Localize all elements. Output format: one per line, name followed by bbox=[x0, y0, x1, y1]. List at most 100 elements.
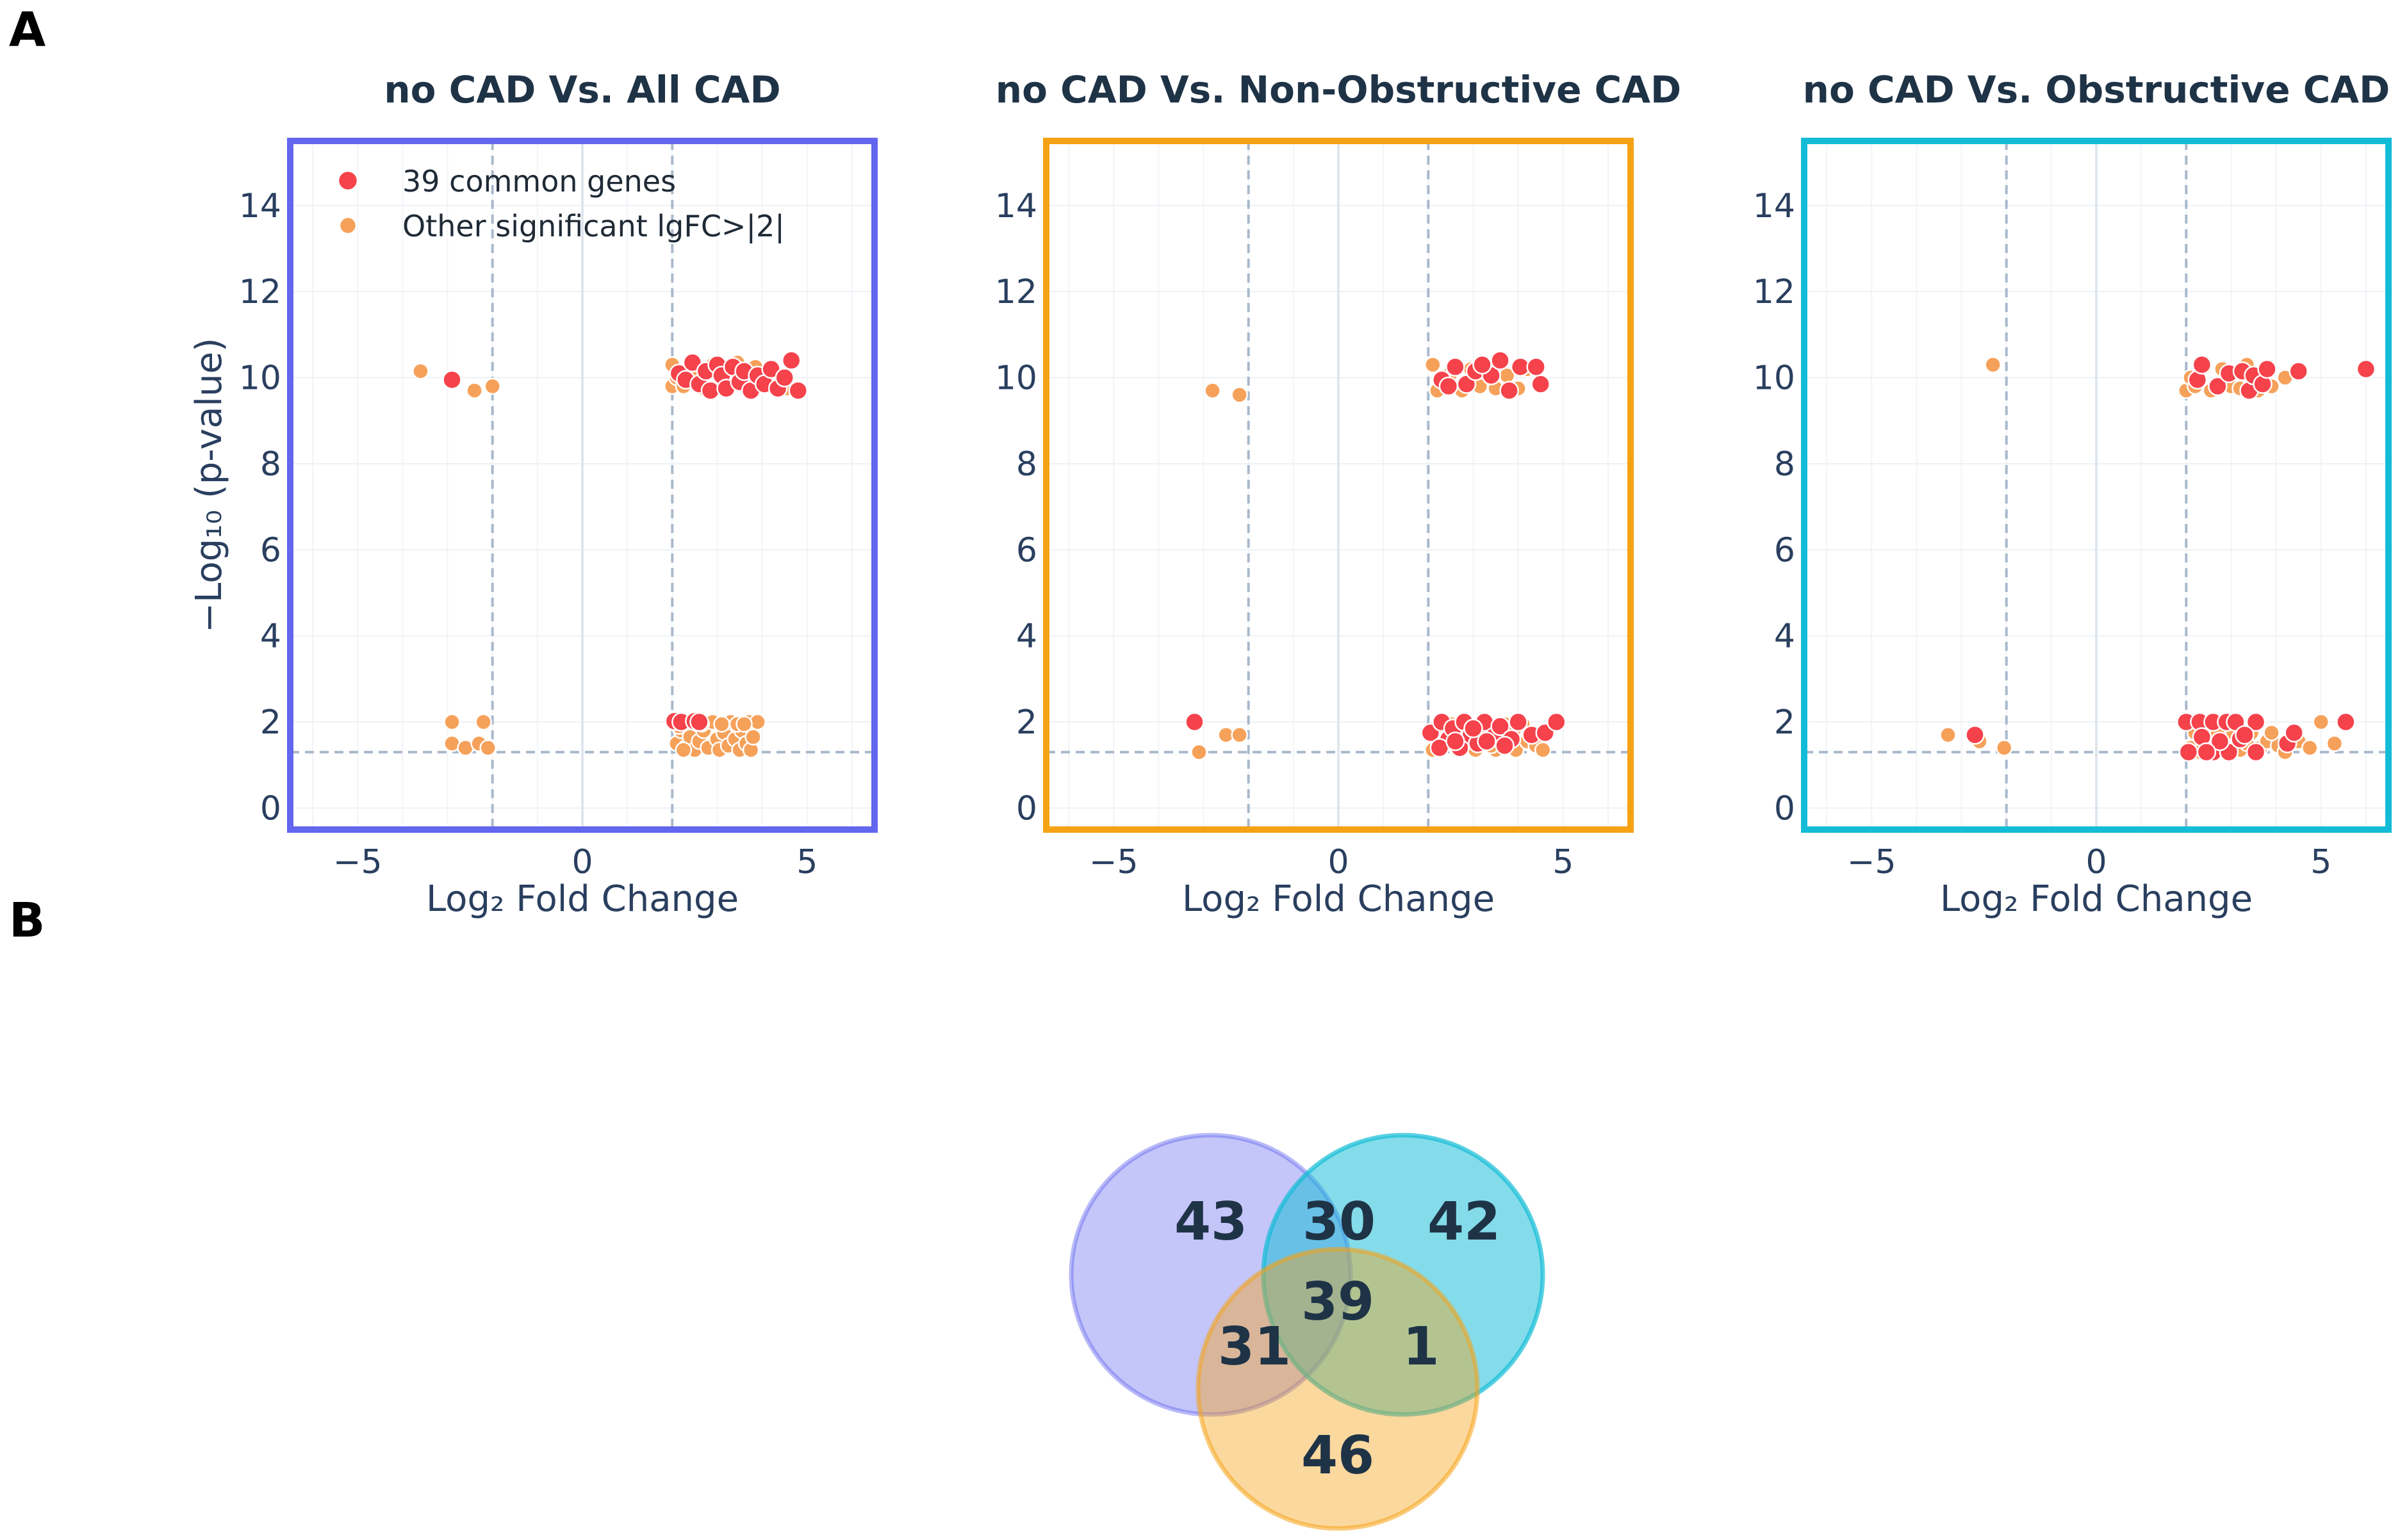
point-common-gene bbox=[2246, 712, 2266, 732]
x-axis-label: Log₂ Fold Change bbox=[426, 878, 739, 920]
point-common-gene bbox=[2289, 361, 2308, 381]
panel-border bbox=[287, 138, 878, 833]
point-other-significant bbox=[1995, 739, 2013, 757]
y-tick-label: 0 bbox=[1774, 789, 1795, 828]
x-tick-label: 5 bbox=[2310, 843, 2331, 881]
plot-title: no CAD Vs. Non-Obstructive CAD bbox=[996, 68, 1681, 111]
venn-count-all-obstructive: 30 bbox=[1303, 1192, 1376, 1252]
point-common-gene bbox=[442, 370, 462, 390]
point-other-significant bbox=[484, 377, 501, 395]
point-common-gene bbox=[2336, 712, 2356, 732]
y-tick-label: 4 bbox=[260, 618, 281, 656]
volcano-plot-obstructive-cad: 0 2 4 6 8 10 12 14 −5 0 5 no CAD Vs. Obstructive CA… bbox=[1753, 68, 2392, 920]
y-tick-label: 4 bbox=[1016, 618, 1037, 656]
point-common-gene bbox=[2284, 723, 2304, 743]
y-tick-label: 14 bbox=[995, 187, 1037, 225]
x-tick-label: −5 bbox=[333, 843, 382, 881]
point-common-gene bbox=[1445, 732, 1465, 751]
y-tick-label: 6 bbox=[260, 531, 281, 569]
venn-count-nonobstructive-only: 46 bbox=[1301, 1425, 1374, 1486]
point-other-significant bbox=[1204, 382, 1221, 399]
point-other-significant bbox=[1190, 743, 1208, 761]
point-common-gene bbox=[1477, 732, 1497, 751]
y-tick-label: 10 bbox=[995, 359, 1037, 398]
y-tick-label: 4 bbox=[1774, 618, 1795, 656]
point-other-significant bbox=[1534, 741, 1552, 758]
plot-title: no CAD Vs. All CAD bbox=[384, 68, 780, 111]
point-common-gene bbox=[2356, 359, 2376, 379]
venn-circle-obstructive-cad bbox=[1261, 1133, 1545, 1417]
y-tick-label: 2 bbox=[1774, 703, 1795, 742]
panel-border bbox=[1043, 138, 1634, 833]
legend-label-other: Other significant lgFC>|2| bbox=[402, 209, 785, 244]
point-common-gene bbox=[1472, 355, 1492, 375]
point-common-gene bbox=[775, 368, 794, 388]
y-tick-label: 8 bbox=[1016, 445, 1037, 484]
point-common-gene bbox=[1531, 374, 1550, 394]
x-tick-label: 0 bbox=[571, 843, 593, 881]
x-tick-label: −5 bbox=[1847, 843, 1896, 881]
y-tick-label: 6 bbox=[1016, 531, 1037, 569]
point-common-gene bbox=[2196, 742, 2217, 762]
point-other-significant bbox=[2263, 724, 2280, 742]
y-tick-label: 14 bbox=[239, 187, 281, 225]
y-tick-label: 6 bbox=[1774, 531, 1795, 569]
y-tick-label: 12 bbox=[239, 273, 281, 311]
point-other-significant bbox=[1231, 386, 1248, 404]
venn-circle-non-obstructive-cad bbox=[1196, 1247, 1480, 1531]
venn-count-obstructive-only: 42 bbox=[1427, 1192, 1500, 1252]
y-tick-label: 8 bbox=[1774, 445, 1795, 484]
point-common-gene bbox=[781, 350, 801, 370]
x-tick-label: 0 bbox=[1327, 843, 1349, 881]
y-tick-label: 2 bbox=[1016, 703, 1037, 742]
volcano-plot-all-cad: 0 2 4 6 8 10 12 14 −5 0 5 no CAD Vs. All CAD Log₂ Fo… bbox=[188, 68, 878, 920]
point-other-significant bbox=[736, 716, 753, 733]
point-other-significant bbox=[1231, 726, 1248, 744]
point-common-gene bbox=[1495, 735, 1515, 756]
point-common-gene bbox=[1438, 376, 1459, 397]
x-tick-label: 5 bbox=[1552, 843, 1574, 881]
point-other-significant bbox=[466, 382, 483, 399]
y-tick-label: 8 bbox=[260, 445, 281, 484]
point-other-significant bbox=[2301, 739, 2319, 757]
x-axis-label: Log₂ Fold Change bbox=[1182, 878, 1495, 920]
point-common-gene bbox=[1490, 350, 1510, 370]
x-tick-label: 0 bbox=[2085, 843, 2107, 881]
legend-marker-common bbox=[337, 170, 359, 192]
point-other-significant bbox=[675, 741, 693, 758]
point-common-gene bbox=[2257, 359, 2277, 379]
y-tick-label: 0 bbox=[1016, 789, 1037, 828]
point-common-gene bbox=[2178, 742, 2199, 762]
point-other-significant bbox=[1939, 726, 1957, 744]
point-common-gene bbox=[2192, 355, 2212, 375]
point-other-significant bbox=[412, 363, 429, 380]
panel-border bbox=[1801, 138, 2392, 833]
y-tick-label: 2 bbox=[260, 703, 281, 742]
point-common-gene bbox=[1526, 357, 1546, 377]
y-tick-label: 12 bbox=[1753, 273, 1795, 311]
point-common-gene bbox=[2210, 732, 2230, 751]
volcano-plot-non-obstructive-cad: 0 2 4 6 8 10 12 14 −5 0 5 no CAD Vs. Non-Obstructiv… bbox=[995, 68, 1681, 920]
point-common-gene bbox=[1546, 712, 1566, 732]
venn-diagram: 43 30 42 39 31 1 46 bbox=[1069, 1133, 1545, 1531]
venn-count-all-only: 43 bbox=[1174, 1192, 1247, 1252]
venn-count-all-nonobstructive: 31 bbox=[1218, 1316, 1291, 1377]
point-other-significant bbox=[1984, 356, 2001, 373]
legend-marker-other bbox=[338, 216, 358, 235]
point-common-gene bbox=[1508, 712, 1528, 732]
point-common-gene bbox=[1463, 718, 1483, 739]
point-common-gene bbox=[1490, 716, 1510, 736]
y-tick-label: 10 bbox=[1753, 359, 1795, 398]
point-other-significant bbox=[479, 739, 497, 757]
point-other-significant bbox=[443, 713, 461, 731]
point-common-gene bbox=[2208, 376, 2228, 397]
plot-title: no CAD Vs. Obstructive CAD bbox=[1803, 68, 2390, 111]
point-common-gene bbox=[2246, 742, 2266, 762]
panel-b-label: B bbox=[9, 893, 45, 948]
point-other-significant bbox=[1424, 356, 1442, 373]
y-axis-label: −Log₁₀ (p-value) bbox=[188, 338, 230, 633]
y-tick-label: 0 bbox=[260, 789, 281, 828]
y-tick-label: 12 bbox=[995, 273, 1037, 311]
